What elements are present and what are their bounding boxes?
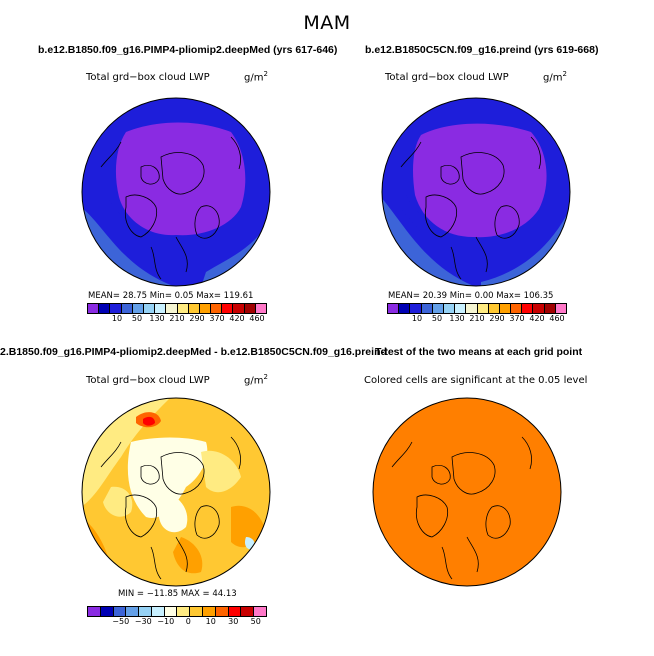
colorbar-tick-label: 130 [149, 314, 165, 323]
panel-bottom-right-title: T-test of the two means at each grid poi… [375, 346, 583, 358]
colorbar-tick-label: 50 [431, 314, 443, 323]
colorbar-swatch [511, 304, 523, 313]
colorbar-tick-label: 420 [529, 314, 545, 323]
colorbar-swatch [166, 304, 178, 313]
colorbar-tick-label: 210 [169, 314, 185, 323]
colorbar-swatch [233, 304, 245, 313]
colorbar-tick-label: 0 [185, 617, 191, 626]
colorbar-swatch [388, 304, 400, 313]
colorbar-swatch [199, 304, 212, 313]
colorbar-swatch [555, 304, 566, 313]
colorbar-tick-label: 210 [469, 314, 485, 323]
colorbar-swatch [155, 304, 167, 313]
panel-top-left-subtitle: Total grd−box cloud LWP [86, 72, 210, 83]
colorbar-swatch [241, 607, 255, 616]
colorbar-tick-label: 10 [411, 314, 423, 323]
colorbar-swatch [222, 304, 234, 313]
colorbar-tick-label: 30 [228, 617, 239, 626]
colorbar-swatch [455, 304, 467, 313]
colorbar-tick-label: 460 [549, 314, 565, 323]
colorbar-swatch [126, 607, 140, 616]
colorbar-bottom-left: −50 −30 −10 0 10 30 50 [87, 606, 267, 627]
colorbar-swatch [164, 607, 178, 616]
map-top-left [81, 97, 271, 287]
colorbar-tick-label: 370 [209, 314, 225, 323]
panel-top-left-stats: MEAN= 28.75 Min= 0.05 Max= 119.61 [88, 291, 254, 301]
colorbar-tick-label: 130 [449, 314, 465, 323]
panel-bottom-right-subtitle: Colored cells are significant at the 0.0… [364, 375, 588, 386]
panel-top-right-subtitle: Total grd−box cloud LWP [385, 72, 509, 83]
colorbar-tick-label: 10 [111, 314, 123, 323]
colorbar-tick-label: −50 [112, 617, 130, 626]
colorbar-swatch [139, 607, 152, 616]
colorbar-tick-label: 290 [189, 314, 205, 323]
colorbar-swatch [215, 607, 229, 616]
colorbar-swatch [88, 607, 101, 616]
colorbar-swatch [110, 304, 122, 313]
colorbar-swatch [113, 607, 127, 616]
colorbar-swatch [143, 304, 156, 313]
map-top-right [381, 97, 571, 287]
colorbar-swatch [190, 607, 204, 616]
colorbar-swatch [177, 607, 191, 616]
panel-top-left-unit: g/m2 [244, 70, 268, 84]
colorbar-swatch [432, 304, 444, 313]
colorbar-swatch [228, 607, 242, 616]
colorbar-swatch [203, 607, 216, 616]
colorbar-top-right: 10 50 130 210 290 370 420 460 [387, 303, 567, 324]
colorbar-swatch [121, 304, 133, 313]
colorbar-swatch [399, 304, 411, 313]
colorbar-swatch [477, 304, 489, 313]
panel-top-right-title: b.e12.B1850C5CN.f09_g16.preind (yrs 619-… [365, 44, 599, 56]
map-bottom-left [81, 397, 271, 587]
panel-top-right-unit: g/m2 [543, 70, 567, 84]
colorbar-swatch [488, 304, 500, 313]
panel-top-left-title: b.e12.B1850.f09_g16.PIMP4-pliomip2.deepM… [38, 44, 338, 56]
panel-bottom-left-unit: g/m2 [244, 373, 268, 387]
colorbar-swatch [466, 304, 478, 313]
figure-title: MAM [303, 12, 351, 34]
colorbar-tick-label: −10 [157, 617, 175, 626]
colorbar-swatch [410, 304, 422, 313]
colorbar-swatch [499, 304, 512, 313]
colorbar-swatch [522, 304, 534, 313]
colorbar-swatch [177, 304, 189, 313]
colorbar-tick-label: 50 [250, 617, 261, 626]
colorbar-swatch [188, 304, 200, 313]
panel-bottom-left-title: 2.B1850.f09_g16.PIMP4-pliomip2.deepMed -… [0, 346, 387, 358]
colorbar-swatch [100, 607, 114, 616]
colorbar-swatch [254, 607, 266, 616]
colorbar-tick-label: −30 [134, 617, 152, 626]
colorbar-swatch [255, 304, 266, 313]
colorbar-tick-label: 10 [205, 617, 216, 626]
colorbar-tick-label: 290 [489, 314, 505, 323]
colorbar-swatch [533, 304, 545, 313]
colorbar-top-left: 10 50 130 210 290 370 420 460 [87, 303, 267, 324]
colorbar-swatch [211, 304, 223, 313]
colorbar-tick-label: 50 [131, 314, 143, 323]
colorbar-swatch [132, 304, 144, 313]
colorbar-swatch [421, 304, 433, 313]
panel-top-right-stats: MEAN= 20.39 Min= 0.00 Max= 106.35 [388, 291, 554, 301]
colorbar-swatch [544, 304, 556, 313]
panel-bottom-left-stats: MIN = −11.85 MAX = 44.13 [118, 589, 237, 599]
colorbar-tick-label: 420 [229, 314, 245, 323]
colorbar-swatch [244, 304, 256, 313]
colorbar-swatch [151, 607, 165, 616]
panel-bottom-left-subtitle: Total grd−box cloud LWP [86, 375, 210, 386]
colorbar-swatch [99, 304, 111, 313]
map-bottom-right [372, 397, 562, 587]
colorbar-tick-label: 460 [249, 314, 265, 323]
colorbar-tick-label: 370 [509, 314, 525, 323]
colorbar-swatch [88, 304, 100, 313]
colorbar-swatch [443, 304, 456, 313]
